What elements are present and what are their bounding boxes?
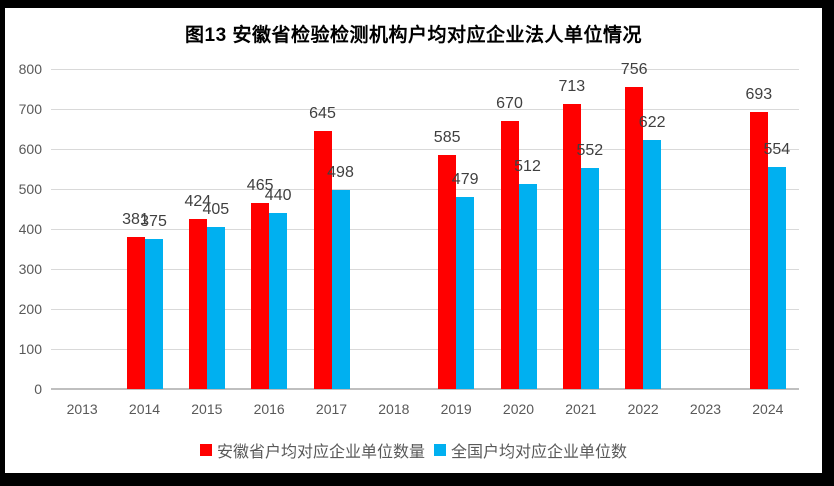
value-label: 554 bbox=[763, 141, 791, 159]
x-tick-label: 2014 bbox=[128, 401, 161, 417]
value-label: 498 bbox=[327, 163, 354, 181]
y-tick-label: 400 bbox=[18, 221, 42, 237]
national-bar bbox=[144, 239, 163, 389]
legend-item: 全国户均对应企业单位数 bbox=[434, 438, 627, 462]
anhui-bar bbox=[500, 121, 519, 389]
y-tick-label: 800 bbox=[18, 61, 42, 77]
national-bar bbox=[767, 167, 786, 389]
x-tick-label: 2021 bbox=[565, 401, 597, 417]
legend-swatch-icon bbox=[199, 444, 212, 456]
national-bar bbox=[269, 213, 288, 389]
anhui-bar bbox=[251, 203, 270, 389]
y-tick-label: 300 bbox=[18, 261, 42, 277]
y-tick-label: 700 bbox=[18, 101, 42, 117]
legend: 安徽省户均对应企业单位数量 全国户均对应企业单位数 bbox=[5, 438, 822, 462]
anhui-bar bbox=[188, 219, 207, 389]
value-label: 670 bbox=[496, 95, 523, 112]
value-label: 693 bbox=[745, 85, 773, 103]
legend-swatch-icon bbox=[434, 444, 446, 456]
x-tick-label: 2017 bbox=[315, 401, 348, 417]
gridline bbox=[51, 68, 799, 70]
gridline bbox=[51, 348, 799, 350]
x-tick-label: 2018 bbox=[378, 401, 410, 417]
value-label: 622 bbox=[638, 114, 666, 132]
x-tick-label: 2022 bbox=[627, 401, 659, 417]
y-tick-label: 600 bbox=[18, 141, 42, 157]
value-label: 756 bbox=[620, 60, 648, 78]
value-label: 713 bbox=[558, 77, 586, 95]
gridline bbox=[51, 228, 799, 230]
gridline bbox=[51, 108, 799, 110]
national-bar bbox=[456, 197, 475, 389]
anhui-bar bbox=[562, 103, 581, 389]
x-tick-label: 2016 bbox=[253, 401, 285, 417]
legend-label: 安徽省户均对应企业单位数量 bbox=[216, 444, 425, 461]
y-tick-label: 0 bbox=[34, 381, 42, 397]
gridline bbox=[51, 148, 799, 150]
value-label: 405 bbox=[202, 201, 230, 218]
x-tick-label: 2020 bbox=[502, 401, 535, 417]
gridline bbox=[51, 268, 799, 270]
x-axis-line bbox=[51, 388, 799, 390]
x-tick-label: 2019 bbox=[440, 401, 472, 417]
legend-label: 全国户均对应企业单位数 bbox=[451, 444, 628, 461]
anhui-bar bbox=[625, 86, 644, 389]
value-label: 645 bbox=[309, 105, 336, 122]
value-label: 440 bbox=[264, 187, 292, 204]
national-bar bbox=[331, 189, 350, 389]
anhui-bar bbox=[438, 155, 457, 389]
national-bar bbox=[643, 140, 662, 389]
anhui-bar bbox=[126, 236, 145, 389]
value-label: 381 bbox=[122, 210, 149, 228]
value-label: 479 bbox=[451, 171, 479, 189]
x-tick-label: 2023 bbox=[689, 401, 722, 417]
y-tick-label: 100 bbox=[18, 341, 42, 357]
value-label: 465 bbox=[246, 177, 274, 194]
national-bar bbox=[206, 227, 225, 389]
value-label: 552 bbox=[576, 142, 604, 160]
anhui-bar bbox=[313, 131, 332, 389]
chart-title: 图13 安徽省检验检测机构户均对应企业法人单位情况 bbox=[185, 25, 642, 46]
gridline bbox=[51, 188, 799, 190]
legend-item: 安徽省户均对应企业单位数量 bbox=[199, 438, 425, 462]
y-tick-label: 200 bbox=[18, 301, 42, 317]
x-tick-label: 2013 bbox=[66, 401, 98, 417]
national-bar bbox=[580, 168, 599, 389]
gridline bbox=[51, 308, 799, 310]
y-tick-label: 500 bbox=[18, 181, 42, 197]
national-bar bbox=[518, 184, 537, 389]
value-label: 424 bbox=[184, 193, 212, 211]
chart-canvas: 图13 安徽省检验检测机构户均对应企业法人单位情况 0 100 200 300 400 5… bbox=[5, 8, 822, 473]
value-label: 585 bbox=[433, 129, 461, 146]
value-label: 375 bbox=[140, 213, 167, 230]
value-label: 512 bbox=[514, 158, 541, 176]
x-tick-label: 2015 bbox=[191, 401, 223, 417]
plot-area: 0 100 200 300 400 500 600 700 800 2013 2014 381 375 2… bbox=[5, 8, 822, 473]
x-tick-label: 2024 bbox=[752, 401, 784, 417]
anhui-bar bbox=[749, 111, 768, 389]
